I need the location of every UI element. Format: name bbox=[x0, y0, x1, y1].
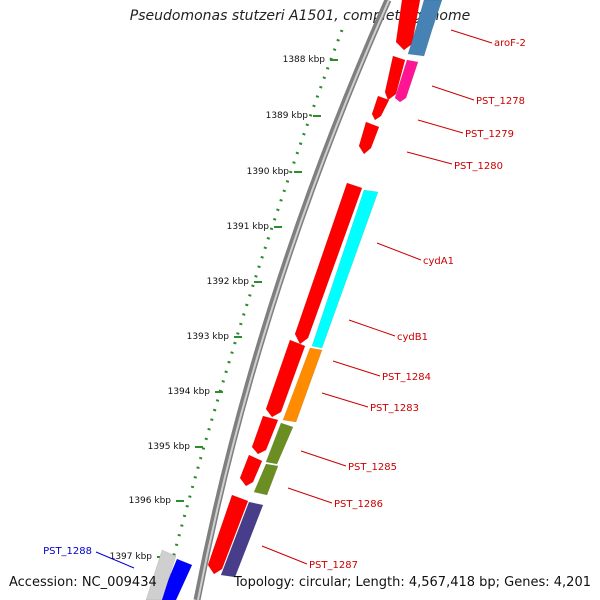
leader-line bbox=[287, 487, 333, 504]
summary-label: Topology: circular; Length: 4,567,418 bp… bbox=[233, 575, 591, 590]
leader-line bbox=[261, 545, 308, 565]
feature-labels: aroF-2 PST_1278 PST_1279 PST_1280 cydA1 cydB1… bbox=[43, 38, 526, 571]
gene-block-pst_1288 bbox=[159, 558, 193, 600]
gene-label-cydb1[interactable]: cydB1 bbox=[397, 332, 428, 343]
ruler-tick-label: 1389 kbp bbox=[266, 111, 309, 121]
leader-line bbox=[321, 392, 369, 408]
ruler: 1388 kbp 1389 kbp 1390 kbp 1391 kbp 1392 kbp… bbox=[110, 29, 344, 600]
ruler-tick-label: 1396 kbp bbox=[129, 496, 172, 506]
gene-label-cyda1[interactable]: cydA1 bbox=[423, 256, 454, 267]
gene-label-pst_1284[interactable]: PST_1284 bbox=[382, 372, 431, 383]
gene-block-red bbox=[239, 454, 263, 487]
gene-block-red bbox=[384, 55, 406, 101]
backbone-arc bbox=[193, 0, 392, 600]
gene-label-pst_1278[interactable]: PST_1278 bbox=[476, 96, 525, 107]
leader-line bbox=[417, 119, 464, 134]
leader-line bbox=[406, 151, 453, 165]
leader-line bbox=[376, 242, 422, 261]
ruler-tick-label: 1397 kbp bbox=[110, 552, 153, 562]
ruler-dots bbox=[160, 29, 344, 600]
gene-block-cyda1 bbox=[311, 189, 379, 349]
ruler-tick-label: 1392 kbp bbox=[207, 277, 250, 287]
leader-line bbox=[450, 29, 493, 44]
gene-label-pst_1283[interactable]: PST_1283 bbox=[370, 403, 419, 414]
gene-block-red bbox=[251, 415, 279, 455]
ruler-tick-label: 1393 kbp bbox=[187, 332, 230, 342]
features bbox=[145, 0, 443, 600]
gene-label-pst_1287[interactable]: PST_1287 bbox=[309, 560, 358, 571]
gene-label-pst_1286[interactable]: PST_1286 bbox=[334, 499, 383, 510]
gene-block-red bbox=[207, 494, 249, 575]
gene-block-red bbox=[371, 95, 390, 121]
backbone bbox=[193, 0, 392, 600]
gene-block-pst_1285 bbox=[265, 422, 294, 465]
leader-line bbox=[300, 450, 347, 467]
gene-block-arof-2 bbox=[407, 0, 443, 57]
gene-block-pst_1284 bbox=[282, 347, 323, 423]
gene-block-red bbox=[358, 121, 380, 155]
leader-line bbox=[95, 551, 135, 569]
gene-block-pst_1278 bbox=[394, 59, 419, 103]
gene-label-arof-2[interactable]: aroF-2 bbox=[494, 38, 526, 49]
gene-label-pst_1285[interactable]: PST_1285 bbox=[348, 462, 397, 473]
leader-line bbox=[348, 319, 396, 337]
ruler-tick-label: 1388 kbp bbox=[283, 55, 326, 65]
ruler-tick-label: 1390 kbp bbox=[247, 167, 290, 177]
leader-line bbox=[431, 85, 475, 101]
accession-label: Accession: NC_009434 bbox=[9, 575, 157, 590]
ruler-tick-label: 1395 kbp bbox=[148, 442, 191, 452]
gene-label-pst_1279[interactable]: PST_1279 bbox=[465, 129, 514, 140]
gene-label-pst_1288[interactable]: PST_1288 bbox=[43, 546, 92, 557]
leader-line bbox=[332, 360, 381, 377]
leader-lines bbox=[95, 29, 493, 569]
gene-block-pst_1286 bbox=[253, 463, 279, 496]
gene-block-pst_1287 bbox=[220, 501, 264, 578]
ruler-tick-label: 1394 kbp bbox=[168, 387, 211, 397]
gene-block-red bbox=[294, 182, 363, 345]
gene-label-pst_1280[interactable]: PST_1280 bbox=[454, 161, 503, 172]
backbone-highlight bbox=[197, 0, 390, 600]
ruler-tick-label: 1391 kbp bbox=[227, 222, 270, 232]
gene-block-red bbox=[395, 0, 421, 51]
gene-block-red bbox=[265, 339, 306, 418]
gene-block-gray bbox=[145, 549, 177, 600]
